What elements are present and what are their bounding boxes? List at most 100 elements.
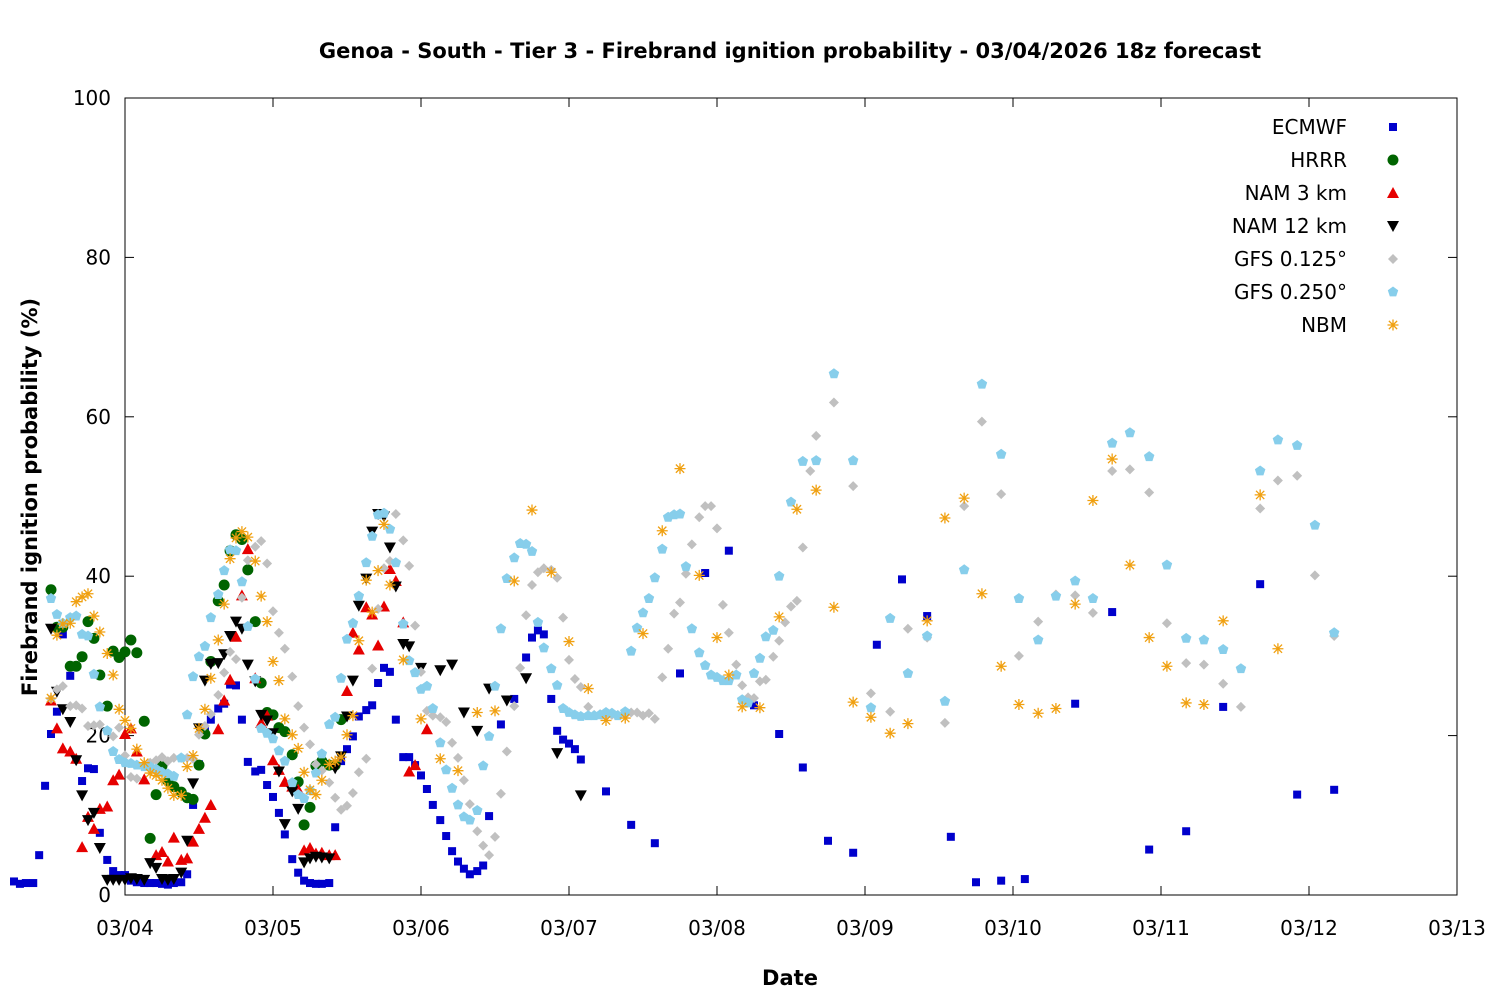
data-point (87, 807, 100, 819)
x-tick-label: 03/05 (244, 916, 302, 940)
data-point (292, 803, 305, 815)
data-point (242, 620, 254, 631)
data-point (144, 832, 156, 844)
data-point (1069, 598, 1081, 610)
legend-label: GFS 0.250° (1234, 280, 1347, 304)
data-point (553, 726, 562, 735)
data-point (509, 701, 520, 712)
data-point (41, 781, 50, 790)
data-point (87, 822, 100, 834)
data-point (865, 702, 877, 713)
data-point (298, 793, 310, 803)
data-point (150, 769, 162, 781)
data-point (335, 751, 347, 763)
data-point (213, 589, 224, 599)
data-point (465, 870, 474, 879)
data-point (125, 634, 137, 646)
data-point (1292, 470, 1303, 481)
data-point (559, 735, 568, 744)
data-point (310, 759, 321, 770)
data-point (366, 530, 378, 541)
data-point (798, 763, 807, 772)
data-point (230, 532, 242, 544)
data-point (181, 835, 194, 847)
data-point (231, 654, 241, 665)
data-point (88, 610, 100, 622)
data-point (168, 770, 180, 781)
data-point (213, 689, 224, 700)
data-point (485, 812, 494, 821)
data-point (78, 777, 87, 786)
data-point (348, 732, 357, 741)
data-point (575, 711, 587, 721)
data-point (1272, 643, 1284, 655)
data-point (472, 826, 483, 837)
data-point (810, 484, 822, 496)
data-point (532, 616, 544, 627)
data-point (1218, 678, 1229, 689)
data-point (64, 745, 77, 757)
data-point (569, 674, 580, 685)
data-point (205, 672, 217, 684)
data-point (1087, 494, 1099, 506)
data-point (256, 536, 267, 547)
data-point (575, 681, 586, 692)
data-point (731, 659, 742, 670)
data-point (1070, 590, 1081, 601)
data-point (119, 728, 131, 740)
data-point (269, 792, 277, 801)
data-point (103, 855, 112, 864)
data-point (156, 774, 168, 786)
x-tick-label: 03/13 (1428, 916, 1486, 940)
data-point (335, 672, 347, 683)
x-axis-title: Date (762, 966, 818, 990)
data-point (563, 636, 575, 648)
data-point (331, 823, 340, 832)
data-point (212, 634, 224, 646)
data-point (64, 717, 77, 729)
data-point (384, 523, 396, 534)
data-point (218, 579, 230, 591)
data-point (686, 539, 697, 550)
data-point (1235, 701, 1246, 712)
data-point (89, 765, 98, 774)
data-point (565, 739, 573, 748)
data-point (1124, 427, 1136, 438)
data-point (1180, 697, 1192, 709)
data-point (785, 496, 797, 507)
data-point (786, 601, 796, 612)
data-point (70, 610, 82, 621)
data-point (447, 737, 458, 748)
data-point (305, 739, 315, 750)
data-point (250, 541, 261, 552)
data-point (242, 531, 254, 543)
data-point (317, 879, 326, 888)
data-point (700, 501, 711, 512)
data-point (649, 572, 661, 583)
legend-marker (1387, 221, 1399, 232)
data-point (341, 729, 353, 741)
data-point (102, 725, 113, 736)
data-point (347, 787, 358, 798)
data-point (972, 878, 980, 887)
data-point (56, 704, 69, 716)
data-point (847, 696, 859, 708)
data-point (304, 801, 316, 813)
data-point (576, 755, 585, 764)
data-point (422, 784, 431, 793)
data-point (1050, 590, 1062, 601)
data-point (1071, 699, 1080, 708)
data-point (241, 543, 254, 555)
data-point (329, 755, 341, 767)
data-point (378, 507, 390, 518)
data-point (1272, 475, 1283, 486)
data-point (286, 729, 298, 741)
data-point (805, 465, 816, 476)
data-point (403, 765, 416, 777)
data-point (187, 835, 200, 847)
data-point (367, 663, 378, 674)
data-point (1161, 559, 1173, 570)
data-point (731, 669, 742, 680)
data-point (214, 704, 223, 713)
data-point (1309, 519, 1321, 530)
